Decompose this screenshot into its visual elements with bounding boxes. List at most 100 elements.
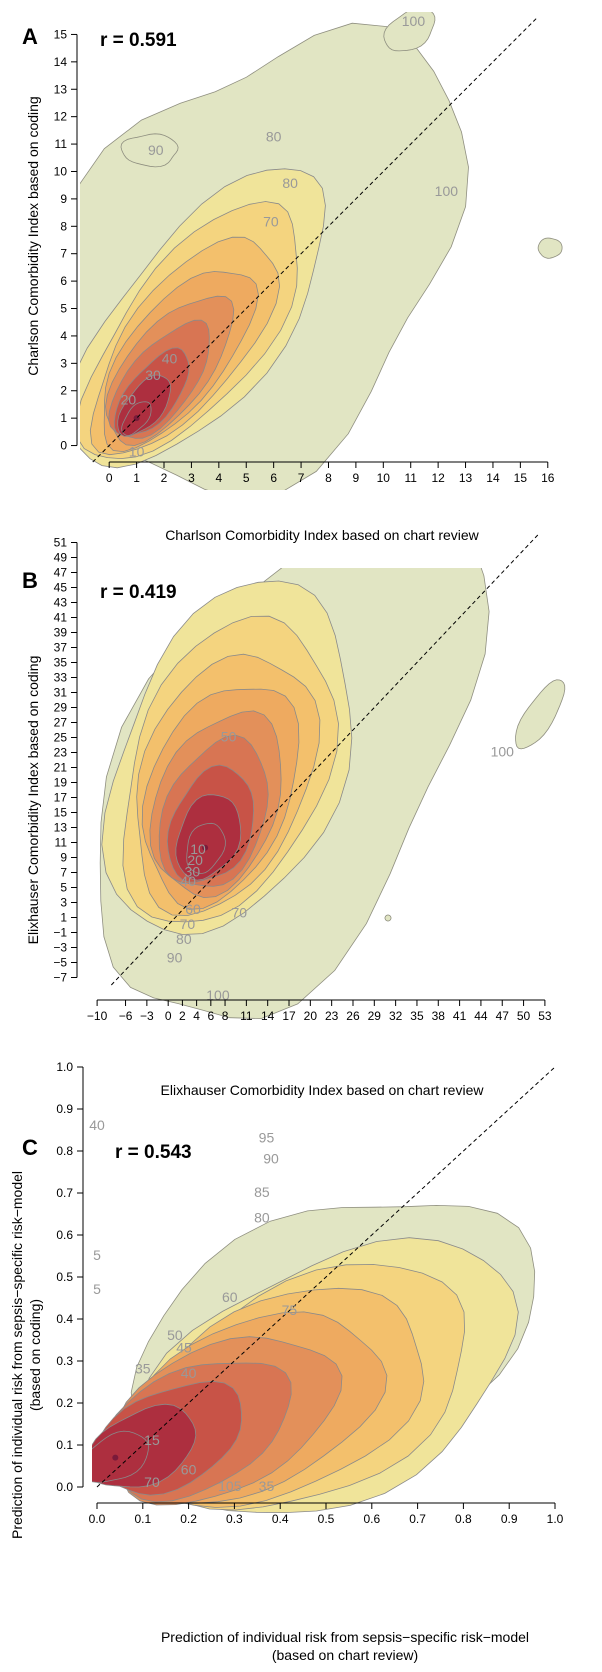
panel-b-r-value: r = 0.419 bbox=[100, 582, 177, 603]
panel-c-contour-label: 80 bbox=[254, 1209, 270, 1225]
panel-c-y-axis: 0.0 0.1 0.2 0.3 0.4 0.5 0.6 0.7 0.8 0.9 1.0 bbox=[56, 1060, 84, 1494]
panel-c-contour-label: 70 bbox=[144, 1474, 160, 1490]
panel-a-contour-label: 40 bbox=[162, 350, 178, 366]
panel-b-y-tick-label: −5 bbox=[53, 956, 67, 970]
panel-b-outer-region bbox=[384, 914, 392, 922]
panel-b-y-tick-label: 51 bbox=[54, 536, 68, 550]
panel-c-contour-label: 45 bbox=[176, 1340, 192, 1356]
panel-c-contour-label: 95 bbox=[259, 1130, 275, 1146]
panel-c-contour-label: 35 bbox=[259, 1478, 275, 1494]
panel-a-outer-region bbox=[383, 12, 436, 52]
panel-b-y-tick-label: −1 bbox=[53, 926, 67, 940]
panel-b-contour-label: 100 bbox=[491, 743, 515, 759]
panel-a-x-tick-label: 15 bbox=[514, 471, 528, 485]
panel-a-x-tick-label: 13 bbox=[459, 471, 473, 485]
panel-b-y-tick-label: 47 bbox=[54, 566, 68, 580]
panel-a-y-tick-label: 4 bbox=[60, 329, 67, 343]
panel-b-y-tick-label: 5 bbox=[60, 881, 67, 895]
panel-b-y-tick-label: 31 bbox=[54, 686, 68, 700]
panel-b-contour-label: 60 bbox=[185, 901, 201, 917]
panel-a-x-tick-label: 12 bbox=[431, 471, 445, 485]
panel-b-x-tick-label: 53 bbox=[538, 1009, 552, 1023]
panel-c-y-tick-label: 0.6 bbox=[56, 1228, 73, 1242]
panel-b-contour-label: 80 bbox=[176, 931, 192, 947]
panel-b-y-tick-label: −3 bbox=[53, 941, 67, 955]
panel-c-contour-label: 35 bbox=[135, 1361, 151, 1377]
panel-b-contour-label: 100 bbox=[206, 987, 230, 1003]
panel-c-x-tick-label: 0.3 bbox=[226, 1512, 243, 1526]
panel-c-contour-band bbox=[92, 1430, 149, 1483]
panel-b-y-tick-label: 45 bbox=[54, 581, 68, 595]
panel-b-y-tick-label: 41 bbox=[54, 611, 68, 625]
panel-c-x-tick-label: 0.6 bbox=[363, 1512, 380, 1526]
panel-a-y-tick-label: 10 bbox=[54, 164, 68, 178]
panel-c-identity-line bbox=[96, 1066, 556, 1488]
panel-b-contour-label: 40 bbox=[180, 873, 196, 889]
panel-c-x-tick-label: 0.8 bbox=[455, 1512, 472, 1526]
panel-a-y-tick-label: 9 bbox=[60, 192, 67, 206]
panel-a-x-tick-label: 11 bbox=[404, 471, 417, 485]
panel-b-x-tick-label: −6 bbox=[119, 1009, 133, 1023]
panel-c-contour-label: 40 bbox=[181, 1365, 197, 1381]
panel-c-peak bbox=[112, 1454, 119, 1461]
panel-c-y-label: Prediction of individual risk from sepsi… bbox=[9, 1171, 25, 1539]
panel-c-x-tick-label: 0.1 bbox=[134, 1512, 151, 1526]
panel-c-y-tick-label: 0.5 bbox=[56, 1270, 73, 1284]
panel-b-y-tick-label: 17 bbox=[54, 791, 68, 805]
panel-b-peak bbox=[202, 844, 209, 851]
panel-c-contour-label: 50 bbox=[167, 1327, 183, 1343]
panel-a-x-tick-label: 7 bbox=[298, 471, 305, 485]
panel-b-contour-label: 90 bbox=[167, 950, 183, 966]
panel-c-x-axis: 0.0 0.1 0.2 0.3 0.4 0.5 0.6 0.7 0.8 0.9 1.0 bbox=[89, 1502, 564, 1526]
panel-b-x-tick-label: 4 bbox=[193, 1009, 200, 1023]
panel-a-contour-label: 20 bbox=[121, 391, 137, 407]
panel-a-r-value: r = 0.591 bbox=[100, 30, 177, 51]
panel-c-x-tick-label: 0.9 bbox=[501, 1512, 518, 1526]
panel-a-x-tick-label: 5 bbox=[243, 471, 250, 485]
panel-b-y-tick-label: 21 bbox=[54, 761, 68, 775]
panel-a-x-tick-label: 10 bbox=[377, 471, 391, 485]
panel-b-y-tick-label: 9 bbox=[60, 851, 67, 865]
panel-b-x-tick-label: 6 bbox=[207, 1009, 214, 1023]
panel-b-contour-label: 50 bbox=[221, 728, 237, 744]
panel-c-contour-label: 85 bbox=[254, 1184, 270, 1200]
panel-c-y-tick-label: 0.1 bbox=[56, 1438, 73, 1452]
panel-c-letter: C bbox=[22, 1135, 38, 1160]
panel-b-x-tick-label: 50 bbox=[517, 1009, 531, 1023]
panel-b-x-tick-label: 17 bbox=[282, 1009, 296, 1023]
panel-c-contour-label: 60 bbox=[181, 1461, 197, 1477]
panel-b-x-tick-label: 23 bbox=[325, 1009, 339, 1023]
panel-c-x-tick-label: 0.0 bbox=[89, 1512, 106, 1526]
panel-b-x-tick-label: 41 bbox=[453, 1009, 467, 1023]
panel-a-contours bbox=[80, 12, 563, 490]
panel-c-y-tick-label: 0.8 bbox=[56, 1144, 73, 1158]
panel-c-contours bbox=[92, 1204, 536, 1514]
panel-a-y-label: Charlson Comorbidity Index based on codi… bbox=[25, 96, 41, 375]
panel-b-x-tick-label: 32 bbox=[389, 1009, 403, 1023]
panel-c-x-tick-label: 1.0 bbox=[547, 1512, 564, 1526]
panel-b-y-tick-label: −7 bbox=[53, 971, 67, 985]
panel-a-x-label: Charlson Comorbidity Index based on char… bbox=[165, 527, 479, 543]
panel-b-x-axis: −10 −6 −3 0 2 4 6 8 11 14 17 20 23 26 29 32 35 38 41 44 47 50… bbox=[87, 999, 552, 1023]
panel-b-contour-label: 10 bbox=[190, 841, 206, 857]
panel-b-y-label: Elixhauser Comorbidity Index based on co… bbox=[25, 656, 41, 945]
panel-b-y-tick-label: 27 bbox=[54, 716, 68, 730]
panel-b-contour-label: 20 bbox=[187, 852, 203, 868]
panel-c-contour-label: 105 bbox=[218, 1478, 242, 1494]
panel-b-y-axis: −7−5−3−113579111315171921232527293133353… bbox=[53, 536, 78, 985]
panel-a-contour-label: 30 bbox=[145, 367, 161, 383]
panel-c-x-tick-label: 0.2 bbox=[180, 1512, 197, 1526]
panel-b-y-tick-label: 23 bbox=[54, 746, 68, 760]
panel-a-x-tick-label: 4 bbox=[215, 471, 222, 485]
panel-b-identity-line bbox=[110, 534, 539, 986]
panel-b-y-tick-label: 15 bbox=[54, 806, 68, 820]
panel-a-x-tick-label: 1 bbox=[133, 471, 140, 485]
panel-c-contour-label: 75 bbox=[282, 1302, 298, 1318]
panel-b-y-tick-label: 25 bbox=[54, 731, 68, 745]
panel-b-y-tick-label: 37 bbox=[54, 641, 68, 655]
panel-c-x-tick-label: 0.5 bbox=[318, 1512, 335, 1526]
